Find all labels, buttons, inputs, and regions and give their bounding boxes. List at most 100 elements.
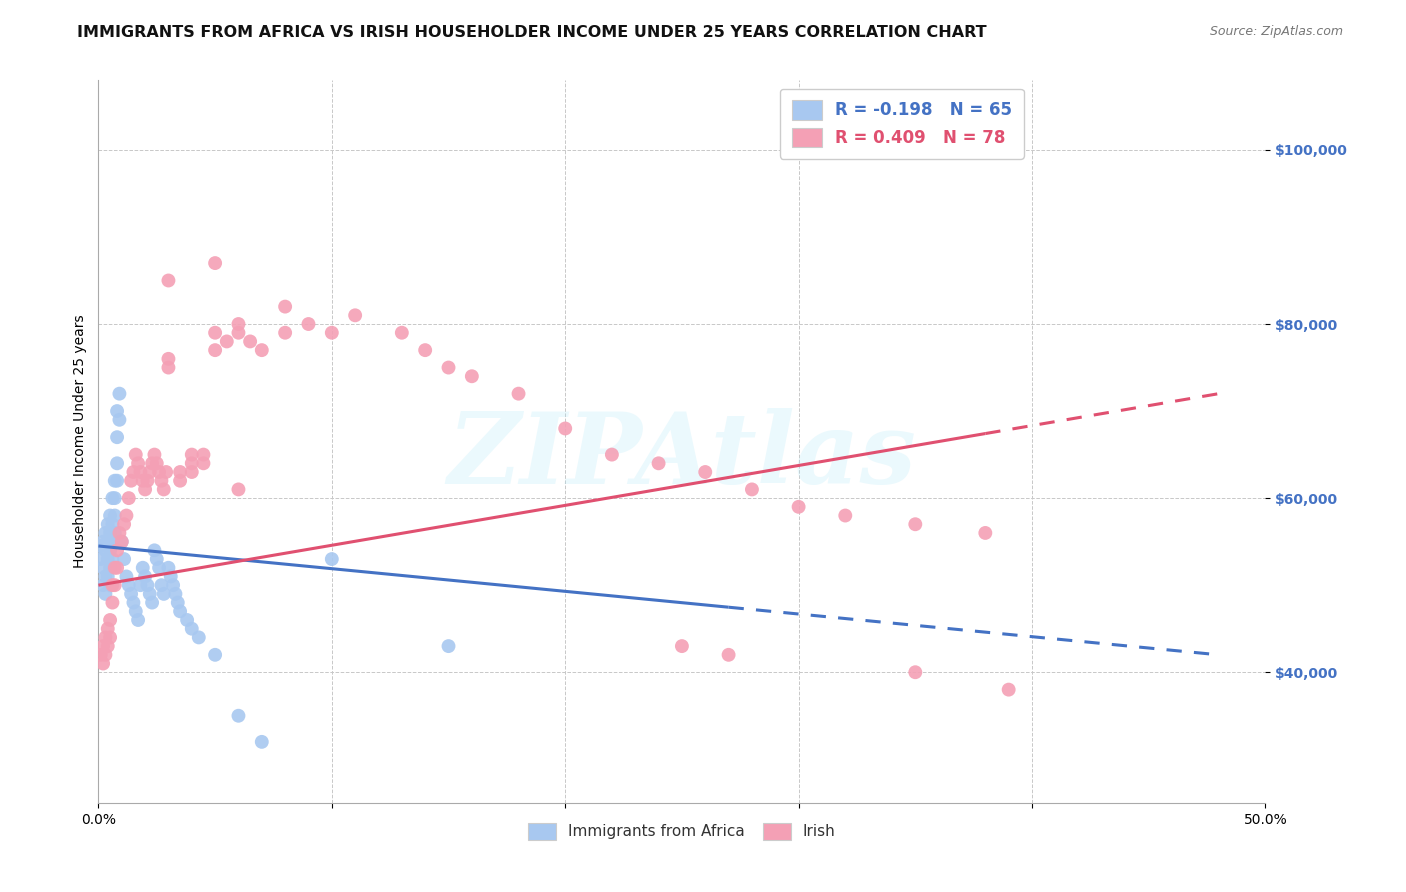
Point <box>143 543 166 558</box>
Point <box>150 578 173 592</box>
Point <box>91 657 114 671</box>
Text: ZIPAtlas: ZIPAtlas <box>447 408 917 504</box>
Point <box>115 569 138 583</box>
Point <box>239 334 262 349</box>
Point <box>169 465 191 479</box>
Point <box>228 317 250 331</box>
Point <box>105 456 128 470</box>
Point <box>104 578 127 592</box>
Point <box>101 578 124 592</box>
Point <box>139 587 162 601</box>
Point <box>91 561 114 575</box>
Point <box>105 404 128 418</box>
Point <box>997 682 1019 697</box>
Point <box>228 483 250 497</box>
Text: IMMIGRANTS FROM AFRICA VS IRISH HOUSEHOLDER INCOME UNDER 25 YEARS CORRELATION CH: IMMIGRANTS FROM AFRICA VS IRISH HOUSEHOL… <box>77 25 987 40</box>
Point <box>204 648 226 662</box>
Point <box>94 525 117 540</box>
Point <box>94 569 117 583</box>
Point <box>97 517 120 532</box>
Point <box>105 543 128 558</box>
Point <box>125 604 148 618</box>
Point <box>193 456 215 470</box>
Point <box>554 421 576 435</box>
Point <box>98 631 121 645</box>
Point <box>413 343 436 358</box>
Point <box>176 613 198 627</box>
Point <box>437 360 460 375</box>
Point <box>122 596 145 610</box>
Point <box>94 543 117 558</box>
Point <box>118 578 141 592</box>
Point <box>741 483 763 497</box>
Point <box>98 613 121 627</box>
Point <box>98 525 121 540</box>
Point <box>204 343 226 358</box>
Point <box>91 534 114 549</box>
Point <box>344 308 367 322</box>
Point <box>437 639 460 653</box>
Point <box>321 552 343 566</box>
Point <box>152 587 174 601</box>
Point <box>250 343 273 358</box>
Point <box>152 483 174 497</box>
Y-axis label: Householder Income Under 25 years: Householder Income Under 25 years <box>73 315 87 568</box>
Point <box>157 273 180 287</box>
Point <box>647 456 669 470</box>
Point <box>129 578 152 592</box>
Point <box>118 491 141 505</box>
Point <box>98 578 121 592</box>
Point <box>159 569 181 583</box>
Point <box>155 465 177 479</box>
Point <box>904 517 927 532</box>
Point <box>97 569 120 583</box>
Point <box>120 587 142 601</box>
Point <box>97 622 120 636</box>
Point <box>717 648 740 662</box>
Point <box>974 525 997 540</box>
Point <box>112 517 135 532</box>
Point <box>391 326 413 340</box>
Point <box>115 508 138 523</box>
Point <box>90 552 112 566</box>
Point <box>127 456 149 470</box>
Point <box>104 508 127 523</box>
Point <box>125 448 148 462</box>
Point <box>180 465 202 479</box>
Point <box>162 578 184 592</box>
Point <box>94 587 117 601</box>
Point <box>193 448 215 462</box>
Point <box>187 631 209 645</box>
Point <box>91 639 114 653</box>
Point <box>787 500 810 514</box>
Point <box>101 534 124 549</box>
Point <box>148 561 170 575</box>
Point <box>132 561 155 575</box>
Point <box>111 534 134 549</box>
Point <box>169 474 191 488</box>
Point <box>104 525 127 540</box>
Point <box>97 639 120 653</box>
Point <box>143 448 166 462</box>
Point <box>146 552 169 566</box>
Point <box>101 491 124 505</box>
Point <box>108 386 131 401</box>
Point <box>180 448 202 462</box>
Legend: Immigrants from Africa, Irish: Immigrants from Africa, Irish <box>522 817 842 846</box>
Point <box>157 351 180 366</box>
Point <box>132 474 155 488</box>
Point <box>166 596 188 610</box>
Point <box>105 561 128 575</box>
Point <box>129 465 152 479</box>
Point <box>94 631 117 645</box>
Point <box>134 483 156 497</box>
Point <box>141 456 163 470</box>
Point <box>180 622 202 636</box>
Point <box>834 508 856 523</box>
Point <box>274 326 297 340</box>
Point <box>108 413 131 427</box>
Point <box>250 735 273 749</box>
Point <box>97 534 120 549</box>
Point <box>108 525 131 540</box>
Point <box>180 456 202 470</box>
